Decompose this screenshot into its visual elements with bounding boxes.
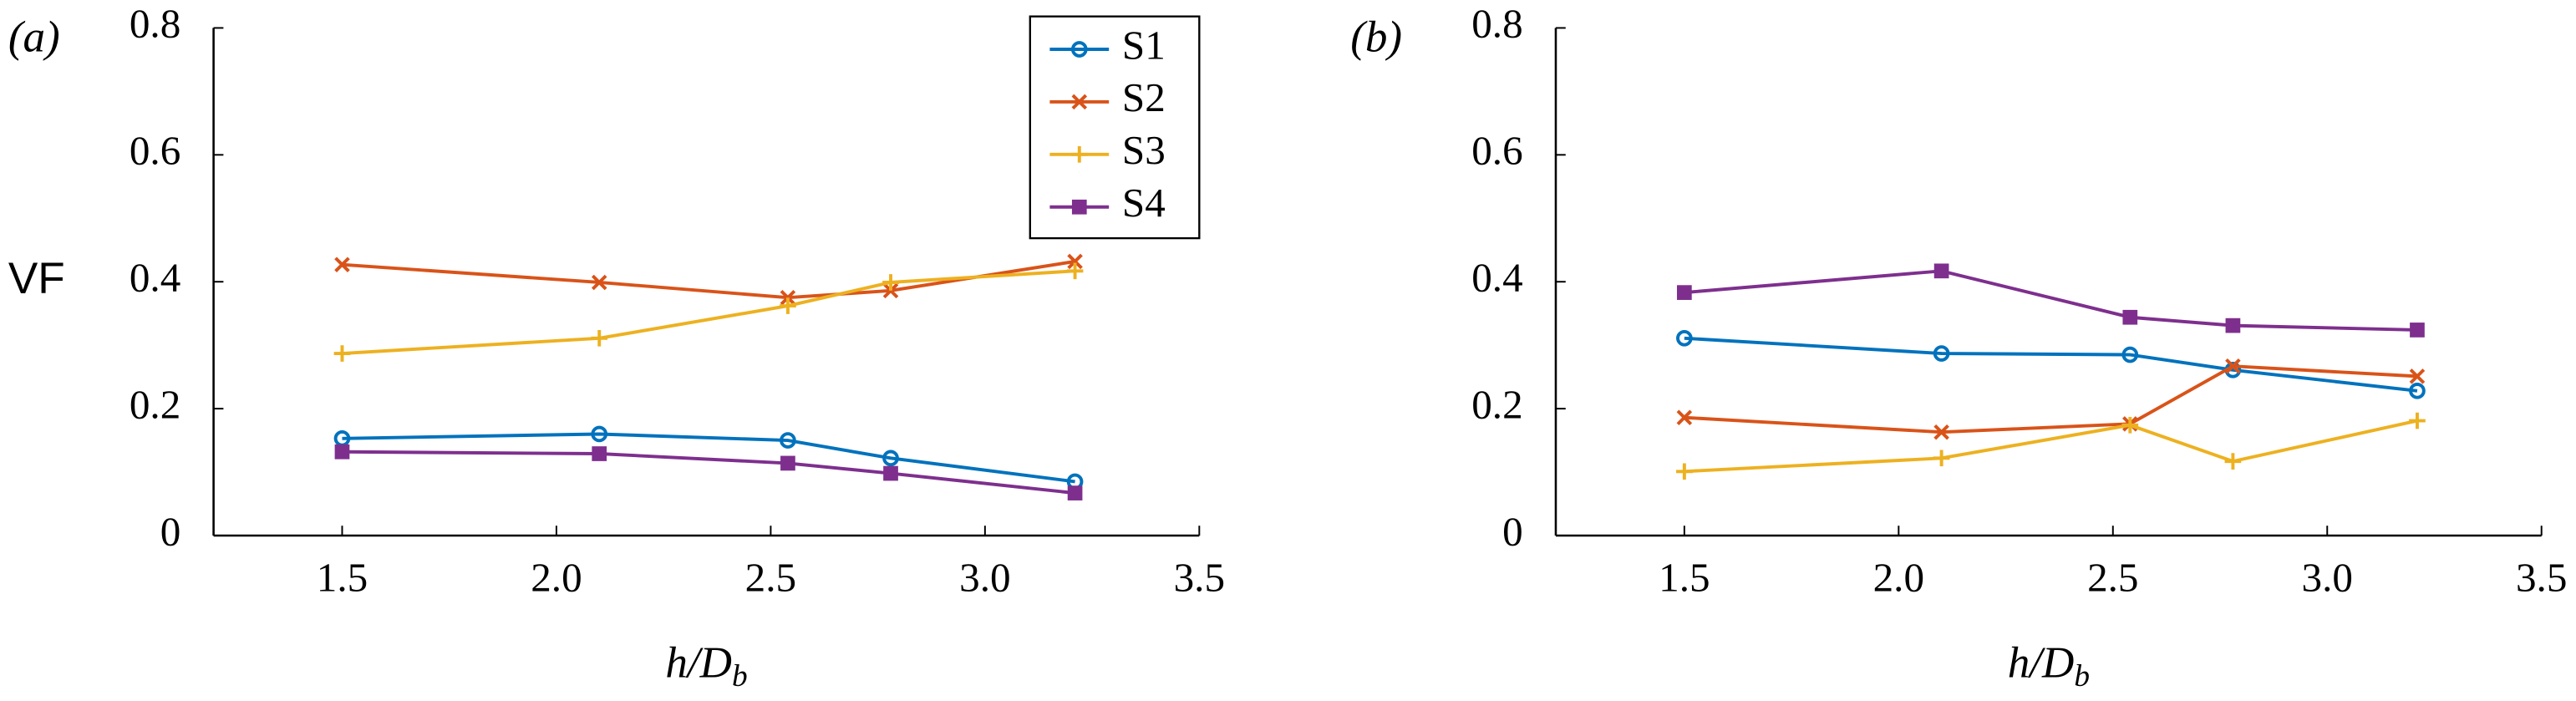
marker [591,329,608,347]
marker [1067,253,1083,270]
x-axis-label: h/Db [665,638,747,693]
legend-label: S4 [1122,180,1166,226]
y-tick-label: 0.8 [130,1,180,47]
marker [2225,358,2241,374]
x-axis-label: h/Db [2008,638,2090,693]
panel-label: (a) [8,13,60,61]
series-line [342,269,1075,355]
x-axis-label-subscript: b [732,659,748,693]
y-tick-label: 0.4 [1471,254,1522,300]
marker [1066,262,1084,280]
y-tick-label: 0.8 [1471,1,1522,47]
x-tick-label: 3.5 [2516,554,2567,600]
legend-label: S2 [1122,74,1166,120]
marker [1933,345,1950,362]
x-axis-label-main: h/D [665,638,732,687]
marker [2409,383,2426,399]
legend-label: S3 [1122,127,1166,173]
x-tick-label: 2.0 [531,554,582,600]
marker [882,450,899,467]
marker [2121,417,2139,434]
x-tick-label: 3.5 [1174,554,1225,600]
y-tick-label: 0.2 [130,381,180,427]
marker [592,446,607,461]
x-tick-label: 3.0 [2302,554,2353,600]
marker [882,282,899,299]
marker [882,274,899,291]
x-tick-label: 2.5 [745,554,796,600]
marker [2224,453,2242,470]
marker [334,444,350,460]
marker [591,274,607,291]
x-tick-label: 1.5 [1659,554,1710,600]
y-tick-label: 0 [160,508,181,554]
legend-marker [1070,146,1088,163]
marker [780,432,796,449]
y-tick-label: 0.2 [1471,381,1522,427]
x-axis-label-subscript: b [2074,659,2090,693]
y-tick-label: 0.6 [1471,128,1522,174]
marker [780,289,796,306]
x-tick-label: 3.0 [959,554,1010,600]
marker [591,425,608,443]
marker [1933,424,1949,440]
marker [780,297,796,314]
legend-marker [1071,199,1087,215]
x-axis-label-main: h/D [2008,638,2075,687]
x-tick-label: 2.5 [2087,554,2138,600]
marker [2410,323,2425,338]
marker [334,257,350,272]
series-line [342,450,1075,495]
marker [1676,409,1693,425]
series-line [1684,336,2418,393]
legend-marker [1070,41,1088,58]
marker [1676,329,1693,347]
marker [780,455,795,471]
marker [2122,309,2138,325]
series-line [1684,364,2418,434]
marker [2409,368,2426,384]
legend-label: S1 [1122,22,1166,68]
y-axis-label: VF [8,254,65,303]
y-tick-label: 0.6 [130,128,180,174]
marker [1933,450,1950,467]
y-tick-label: 0.4 [130,254,180,300]
legend-marker [1071,94,1088,110]
marker [333,345,351,362]
y-tick-label: 0 [1502,508,1523,554]
marker [2121,346,2139,363]
legend-box [1029,15,1201,240]
series-line [1684,269,2418,332]
marker [883,465,898,481]
series-line [342,432,1075,484]
marker [2409,412,2426,429]
marker [1067,485,1083,500]
panel-label: (b) [1350,13,1402,61]
marker [2225,317,2241,333]
marker [1933,263,1949,279]
x-tick-label: 1.5 [317,554,368,600]
marker [1676,463,1693,480]
x-tick-label: 2.0 [1873,554,1924,600]
series-line [342,259,1075,300]
marker [1677,285,1692,300]
